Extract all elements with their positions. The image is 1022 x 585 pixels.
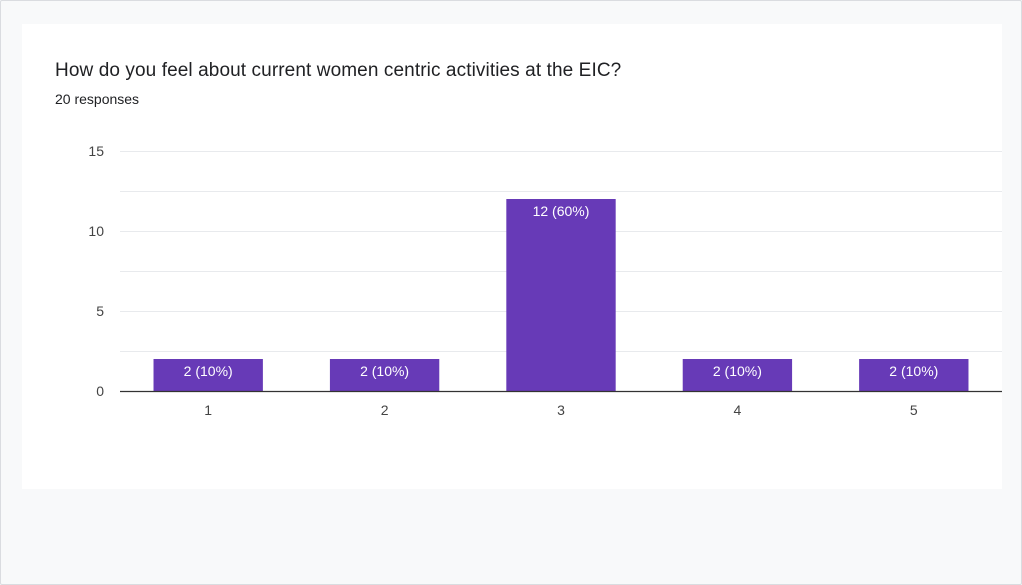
y-tick-label: 0	[96, 383, 104, 399]
chart-card: How do you feel about current women cent…	[22, 24, 1002, 489]
bar-data-label: 12 (60%)	[533, 203, 590, 219]
x-tick-label: 4	[734, 402, 742, 418]
bar	[153, 359, 263, 391]
bar	[506, 199, 616, 391]
bar-chart: 0 5 10 15 2 (10%) 1 2 (10%) 2 12 (60%) 3 2 (10%) 4 2…	[88, 143, 1002, 418]
response-count: 20 responses	[55, 91, 140, 107]
x-tick-label: 1	[204, 402, 212, 418]
bar	[859, 359, 969, 391]
y-tick-label: 10	[88, 223, 104, 239]
bar	[682, 359, 793, 391]
y-tick-label: 15	[88, 143, 104, 159]
bar	[329, 359, 440, 391]
x-tick-label: 5	[910, 402, 918, 418]
x-tick-label: 2	[381, 402, 389, 418]
bar-data-label: 2 (10%)	[889, 363, 938, 379]
y-tick-label: 5	[96, 303, 104, 319]
bar-data-label: 2 (10%)	[184, 363, 233, 379]
bar-data-label: 2 (10%)	[360, 363, 409, 379]
bar-data-label: 2 (10%)	[713, 363, 762, 379]
x-tick-label: 3	[557, 402, 565, 418]
chart-title: How do you feel about current women cent…	[55, 60, 622, 81]
